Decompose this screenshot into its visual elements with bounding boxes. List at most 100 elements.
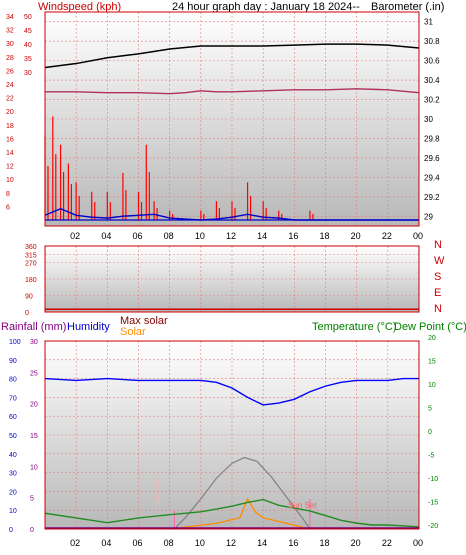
- windspeed-tick-label: 14: [6, 150, 14, 157]
- temperature-tick-label: -5: [428, 453, 434, 460]
- temperature-axis-label: Temperature (°C): [312, 321, 396, 333]
- barometer-tick-label: 29.4: [424, 173, 440, 182]
- windspeed-tick-label: 24: [6, 82, 14, 89]
- compass-label: W: [434, 255, 445, 267]
- barometer-tick-label: 29.6: [424, 154, 440, 163]
- compass-label: E: [434, 287, 441, 299]
- direction-tick-label: 315: [25, 252, 37, 259]
- windspeed-tick-label: 12: [6, 164, 14, 171]
- windspeed-tick-label: 10: [6, 177, 14, 184]
- barometer-tick-label: 29: [424, 212, 433, 221]
- barometer-line: [44, 43, 420, 69]
- dewpoint-axis-label: Dew Point (°C): [394, 321, 466, 333]
- top-x-tick-label: 22: [382, 231, 392, 241]
- compass-label: N: [434, 239, 442, 251]
- barometer-tick-label: 30.6: [424, 57, 440, 66]
- bottom-x-tick-label: 22: [382, 538, 392, 548]
- bottom-x-tick-label: 06: [133, 538, 143, 548]
- barometer-tick-label: 30.8: [424, 37, 440, 46]
- windspeed-tick-label: 50: [24, 14, 32, 21]
- rainfall-axis: 30 25 20 15 10 5 0: [30, 339, 38, 534]
- humidity-tick-label: 50: [9, 433, 17, 440]
- rain-tick-label: 25: [30, 370, 38, 377]
- sunrise-label: Sun Rise: [155, 477, 162, 506]
- humidity-tick-label: 90: [9, 358, 17, 365]
- top-panel-frame: [44, 11, 420, 227]
- humidity-line: [44, 377, 419, 406]
- bottom-panel-frame: [44, 340, 420, 530]
- rain-tick-label: 30: [30, 339, 38, 346]
- compass-label: N: [434, 303, 442, 315]
- windspeed-tick-label: 8: [6, 191, 10, 198]
- temperature-tick-label: -15: [428, 500, 438, 507]
- bottom-x-tick-label: 00: [413, 538, 423, 548]
- direction-tick-label: 180: [25, 277, 37, 284]
- wind-direction-grid: [45, 245, 419, 313]
- barometer-tick-label: 29.8: [424, 134, 440, 143]
- windspeed-tick-label: 6: [6, 204, 10, 211]
- temperature-tick-label: -20: [428, 523, 438, 530]
- windspeed-tick-label: 35: [24, 56, 32, 63]
- humidity-tick-label: 80: [9, 377, 17, 384]
- top-panel-background: [45, 12, 419, 226]
- rain-tick-label: 20: [30, 402, 38, 409]
- windspeed-tick-label: 26: [6, 68, 14, 75]
- rain-tick-label: 15: [30, 433, 38, 440]
- windspeed-tick-label: 18: [6, 123, 14, 130]
- windspeed-tick-label: 22: [6, 96, 14, 103]
- humidity-tick-label: 0: [9, 527, 13, 534]
- top-x-tick-label: 12: [226, 231, 236, 241]
- windspeed-tick-label: 20: [6, 109, 14, 116]
- direction-tick-label: 90: [25, 294, 33, 301]
- bottom-x-tick-label: 20: [351, 538, 361, 548]
- windspeed-tick-label: 34: [6, 14, 14, 21]
- bottom-x-tick-label: 18: [320, 538, 330, 548]
- barometer-tick-label: 31: [424, 18, 433, 27]
- bottom-x-tick-label: 14: [257, 538, 267, 548]
- bottom-panel-grid: [45, 340, 419, 530]
- rain-tick-label: 10: [30, 464, 38, 471]
- humidity-tick-label: 60: [9, 414, 17, 421]
- windspeed-tick-label: 32: [6, 28, 14, 35]
- top-x-tick-label: 14: [257, 231, 267, 241]
- barometer-tick-label: 30.2: [424, 96, 440, 105]
- rainfall-axis-label: Rainfall (mm): [1, 321, 66, 333]
- windspeed-tick-label: 30: [6, 41, 14, 48]
- windspeed-tick-label: 28: [6, 55, 14, 62]
- bottom-x-tick-label: 04: [101, 538, 111, 548]
- windspeed-tick-label: 16: [6, 136, 14, 143]
- direction-tick-label: 360: [25, 244, 37, 251]
- barometer-axis-label: Barometer (.in): [371, 1, 444, 13]
- top-panel: 50 45 40 35 30 34 32 30 28 26 24 22 20 18 16 14 12 10 8 6 2…: [6, 11, 440, 241]
- top-x-tick-label: 20: [351, 231, 361, 241]
- top-x-tick-label: 02: [70, 231, 80, 241]
- humidity-axis-label: Humidity: [67, 321, 110, 333]
- humidity-tick-label: 20: [9, 489, 17, 496]
- windspeed-tick-label: 45: [24, 28, 32, 35]
- temperature-tick-label: -10: [428, 476, 438, 483]
- humidity-tick-label: 70: [9, 395, 17, 402]
- bottom-x-axis: 02 04 06 08 10 12 14 16 18 20 22 00: [70, 538, 423, 548]
- direction-tick-label: 0: [25, 310, 29, 317]
- rain-tick-label: 0: [30, 527, 34, 534]
- solar-line: [169, 497, 311, 530]
- bottom-x-tick-label: 12: [226, 538, 236, 548]
- temperature-tick-label: 5: [428, 406, 432, 413]
- top-x-axis: 02 04 06 08 10 12 14 16 18 20 22 00: [70, 231, 423, 241]
- top-right-axis: 29 29.2 29.4 29.6 29.8 30 30.2 30.4 30.6 30.8 31: [424, 18, 440, 222]
- max-solar-curve: [173, 456, 311, 530]
- top-x-tick-label: 06: [133, 231, 143, 241]
- top-x-tick-label: 08: [164, 231, 174, 241]
- rain-tick-label: 5: [30, 496, 34, 503]
- temperature-line: [44, 498, 420, 528]
- barometer-tick-label: 30: [424, 115, 433, 124]
- sunset-label: Sun Set: [288, 501, 317, 510]
- bottom-x-tick-label: 16: [288, 538, 298, 548]
- dewpoint-line: [45, 88, 420, 95]
- top-x-tick-label: 10: [195, 231, 205, 241]
- windspeed-tick-label: 30: [24, 70, 32, 77]
- wind-direction-frame: [44, 245, 420, 313]
